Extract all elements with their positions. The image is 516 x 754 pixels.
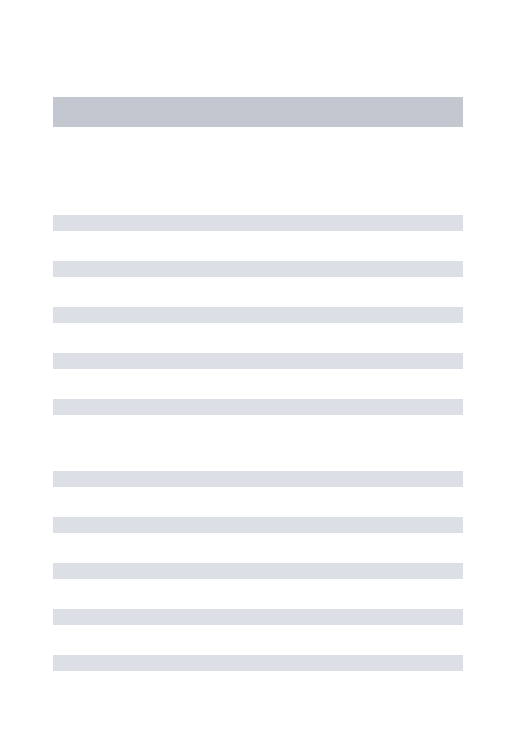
skeleton-container bbox=[0, 0, 516, 754]
skeleton-group-1 bbox=[53, 215, 463, 415]
skeleton-line bbox=[53, 517, 463, 533]
skeleton-line bbox=[53, 307, 463, 323]
skeleton-line bbox=[53, 563, 463, 579]
skeleton-line bbox=[53, 261, 463, 277]
skeleton-group-2 bbox=[53, 471, 463, 671]
skeleton-header bbox=[53, 97, 463, 127]
skeleton-line bbox=[53, 215, 463, 231]
skeleton-line bbox=[53, 471, 463, 487]
skeleton-line bbox=[53, 655, 463, 671]
skeleton-line bbox=[53, 609, 463, 625]
skeleton-gap bbox=[53, 445, 463, 471]
skeleton-line bbox=[53, 353, 463, 369]
skeleton-line bbox=[53, 399, 463, 415]
